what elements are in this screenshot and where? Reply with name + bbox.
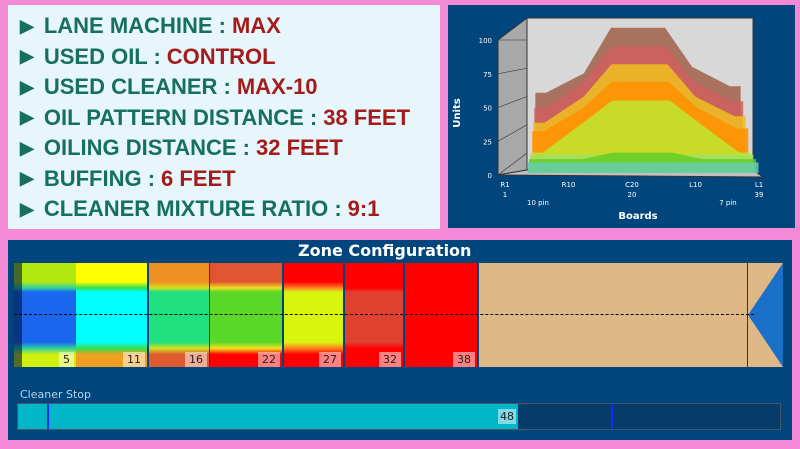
series-area <box>528 162 759 173</box>
info-label: BUFFING : <box>43 165 156 191</box>
zone-distance-label: 32 <box>379 352 401 367</box>
zone-block[interactable]: 22 <box>210 263 282 367</box>
pin-triangle-icon <box>748 263 783 367</box>
pin-deck <box>748 263 783 367</box>
lane-area <box>479 263 747 367</box>
info-label: CLEANER MIXTURE RATIO : <box>43 196 342 222</box>
zone-distance-label: 38 <box>453 352 475 367</box>
y-tick-label: 25 <box>483 138 492 146</box>
x-tick-label: L10 <box>689 181 702 189</box>
y-tick-label: 0 <box>488 172 492 180</box>
cleaner-stop-label: Cleaner Stop <box>20 388 92 401</box>
gridline <box>497 96 528 108</box>
side-wall <box>497 16 528 176</box>
gridline <box>497 67 528 75</box>
x-tick-sublabel: 39 <box>755 191 764 199</box>
marker-line[interactable] <box>47 404 49 429</box>
y-tick-label: 50 <box>483 105 492 113</box>
zone-block[interactable]: 27 <box>284 263 343 367</box>
info-line: ▶ CLEANER MIXTURE RATIO :9:1 <box>20 194 440 225</box>
info-value: MAX <box>231 13 281 39</box>
info-line: ▶ BUFFING :6 FEET <box>20 164 440 195</box>
info-value: 6 FEET <box>161 165 236 191</box>
zone-distance-label: 27 <box>319 352 341 367</box>
pattern-info-panel: ▶ LANE MACHINE : MAX ▶ USED OIL : CONTROL ▶ USE… <box>8 5 440 229</box>
info-label: OILING DISTANCE : <box>43 135 250 161</box>
arrow-icon: ▶ <box>20 198 34 219</box>
zone-distance-label: 5 <box>59 352 74 367</box>
x-tick-label: L1 <box>755 181 763 189</box>
gridline <box>497 124 528 142</box>
zone-distance-label: 11 <box>123 352 145 367</box>
zone-distance-label: 22 <box>258 352 280 367</box>
zone-block[interactable]: 5 <box>14 263 76 367</box>
info-value: 9:1 <box>347 196 380 222</box>
zone-distance-label: 16 <box>185 352 207 367</box>
info-label: USED CLEANER : <box>43 74 231 100</box>
arrow-icon: ▶ <box>20 76 34 97</box>
zone-block[interactable]: 38 <box>405 263 477 367</box>
zone-configuration-panel: Zone Configuration 5 11 16 22 27 32 38 Cleaner… <box>8 240 792 440</box>
center-line <box>14 314 754 315</box>
zone-block[interactable]: 11 <box>76 263 147 367</box>
info-line: ▶ USED CLEANER : MAX-10 <box>20 72 440 103</box>
info-label: OIL PATTERN DISTANCE : <box>43 104 318 130</box>
cleaner-stop-fill <box>18 404 518 429</box>
x-tick-label: R10 <box>562 181 576 189</box>
info-line: ▶ OIL PATTERN DISTANCE :38 FEET <box>20 103 440 134</box>
arrow-icon: ▶ <box>20 137 34 158</box>
zone-title: Zone Configuration <box>298 241 472 260</box>
x-note: 10 pin <box>527 199 549 207</box>
info-value: MAX-10 <box>236 74 318 100</box>
info-label: USED OIL : <box>43 43 161 69</box>
series-area <box>531 100 751 172</box>
info-value: 38 FEET <box>323 104 411 130</box>
info-value: 32 FEET <box>256 135 343 161</box>
zone-edge-strip <box>14 263 22 367</box>
y-tick-label: 100 <box>479 37 492 45</box>
arrow-icon: ▶ <box>20 168 34 189</box>
arrow-icon: ▶ <box>20 46 34 67</box>
x-tick-sublabel: 1 <box>503 191 507 199</box>
cleaner-stop-slider[interactable]: 48 <box>17 403 781 430</box>
chart-svg: 0 25 50 75 100 R1 1 R10 C20 20 L10 L1 39 10 pin 7 pin B… <box>452 16 765 222</box>
oil-pattern-3d-chart: 0 25 50 75 100 R1 1 R10 C20 20 L10 L1 39 10 pin 7 pin B… <box>448 5 795 228</box>
info-line: ▶ LANE MACHINE : MAX <box>20 11 440 42</box>
arrow-icon: ▶ <box>20 107 34 128</box>
zone-block[interactable]: 16 <box>149 263 209 367</box>
info-value: CONTROL <box>166 43 276 69</box>
x-axis-label: Boards <box>618 211 657 222</box>
x-tick-label: R1 <box>500 181 509 189</box>
marker-line[interactable] <box>611 404 613 429</box>
zone-block[interactable]: 32 <box>345 263 403 367</box>
y-axis-label: Units <box>452 98 463 127</box>
cleaner-stop-value: 48 <box>498 409 516 424</box>
info-label: LANE MACHINE : <box>43 13 226 39</box>
info-line: ▶ USED OIL : CONTROL <box>20 42 440 73</box>
y-tick-label: 75 <box>483 71 492 79</box>
x-tick-sublabel: 20 <box>628 191 637 199</box>
x-note: 7 pin <box>719 199 737 207</box>
arrow-icon: ▶ <box>20 15 34 36</box>
gridline <box>497 152 528 176</box>
info-line: ▶ OILING DISTANCE :32 FEET <box>20 133 440 164</box>
x-tick-label: C20 <box>625 181 639 189</box>
